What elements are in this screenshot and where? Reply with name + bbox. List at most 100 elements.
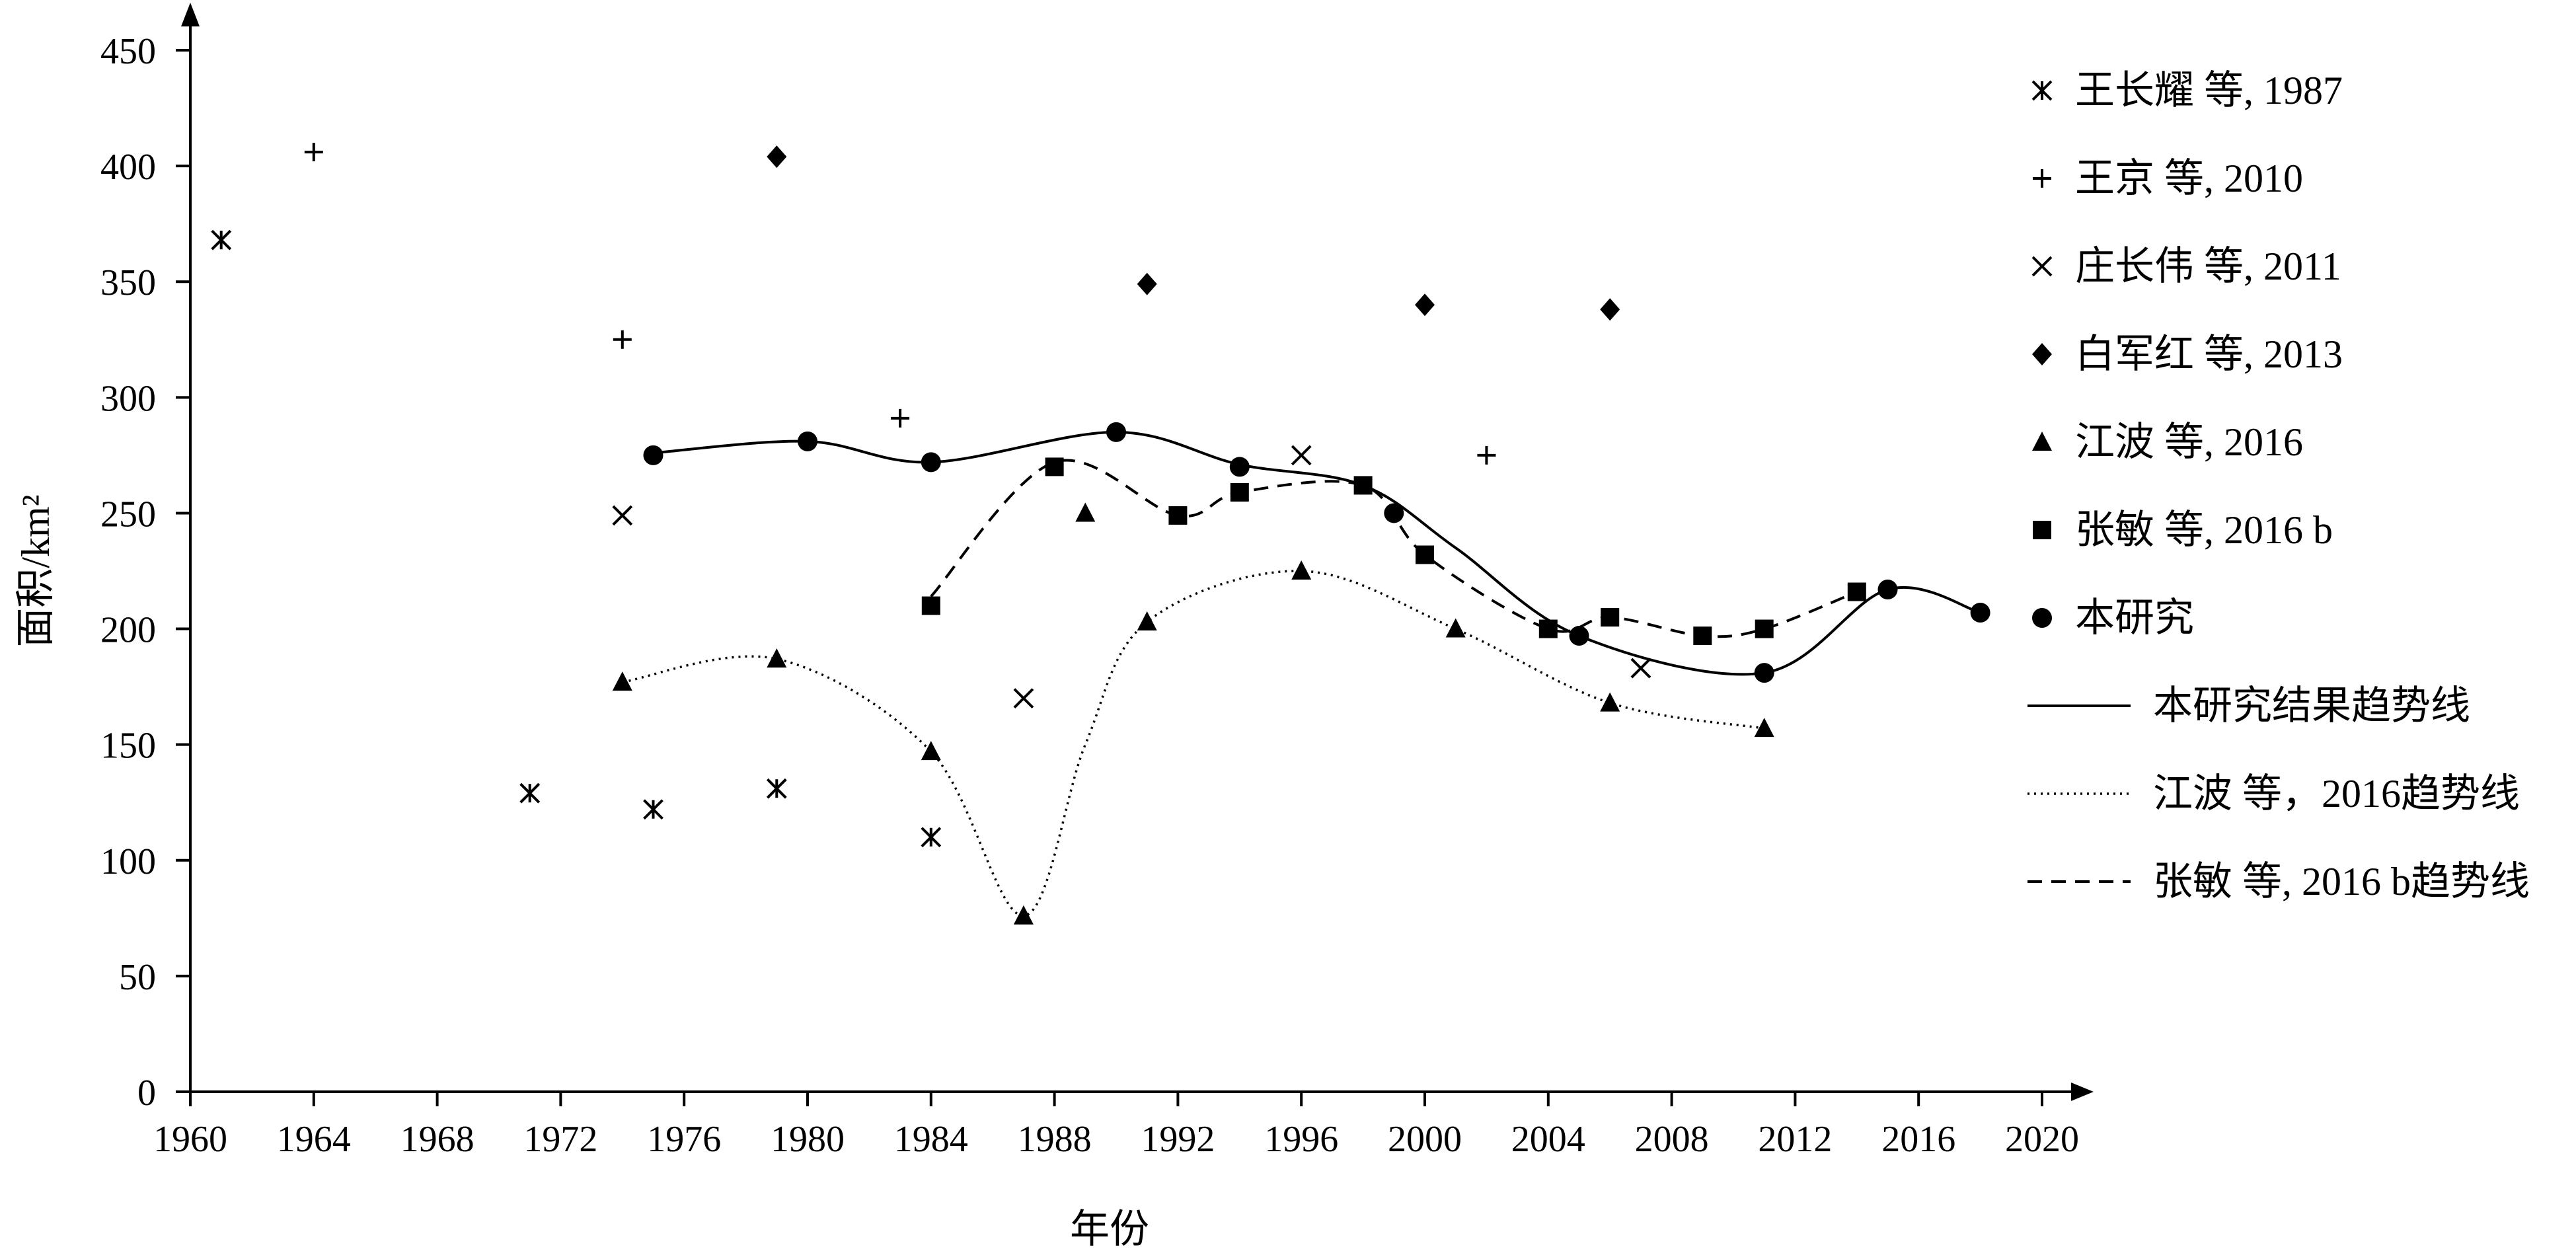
zhangmin-point (1168, 506, 1188, 525)
jiangbo-point (1291, 560, 1312, 580)
this-study-point (798, 431, 817, 451)
jiangbo-point (1600, 692, 1620, 712)
zhangmin-point (1755, 619, 1774, 638)
x-tick-label: 1992 (1141, 1119, 1215, 1160)
legend-marker-zhuangchangwei (2031, 256, 2053, 277)
x-tick-label: 2000 (1388, 1119, 1462, 1160)
this-study-point (921, 452, 941, 473)
jiangbo-point (1754, 718, 1774, 738)
wangchangyao-point (519, 782, 541, 804)
this-study-point (1754, 663, 1774, 683)
zhangmin-point (921, 596, 940, 615)
wangchangyao-point (766, 778, 787, 799)
axes: 1960 1964 1968 1972 1976 1980 1984 1988 1992 1996… (14, 3, 2094, 1251)
x-axis-arrow (2071, 1083, 2094, 1101)
zhangmin-point (1847, 582, 1866, 601)
study-trendline (653, 430, 1981, 676)
x-axis-title: 年份 (1070, 1207, 1149, 1251)
y-axis-title: 面积/km² (14, 494, 57, 647)
zhangmin-point (1045, 457, 1064, 476)
jiangbo-point (767, 648, 787, 668)
this-study-point (643, 445, 663, 465)
x-tick-label: 2016 (1881, 1119, 1955, 1160)
legend-label-jiangbo: 江波 等, 2016 (2075, 420, 2303, 464)
legend-label-this-study: 本研究 (2075, 596, 2194, 640)
wangchangyao-point (921, 827, 942, 848)
wangjing-point (1477, 445, 1496, 465)
wangjing-point (891, 408, 910, 428)
y-tick-label: 400 (100, 147, 156, 188)
jiangbo-trendline (622, 570, 1764, 917)
zhuangchangwei-point (1013, 688, 1034, 709)
wangchangyao-point (211, 229, 232, 250)
legend-label-jiangbo-trendline: 江波 等，2016趋势线 (2153, 772, 2520, 816)
baijunhong-point (767, 145, 787, 169)
legend-marker-baijunhong (2032, 343, 2052, 365)
zhangmin-point (1416, 545, 1434, 564)
wangjing-point (613, 330, 632, 349)
y-axis-arrow (181, 3, 200, 26)
wangchangyao-point (643, 799, 663, 820)
legend-label-wangjing: 王京 等, 2010 (2075, 157, 2303, 200)
legend-label-study-trendline: 本研究结果趋势线 (2153, 684, 2470, 728)
legend-label-zhangmin: 张敏 等, 2016 b (2075, 508, 2333, 552)
legend-label-zhuangchangwei: 庄长伟 等, 2011 (2075, 245, 2341, 288)
x-tick-label: 1976 (647, 1119, 721, 1160)
legend-label-baijunhong: 白军红 等, 2013 (2075, 332, 2343, 376)
zhangmin-point (1601, 608, 1620, 627)
x-tick-label: 1968 (400, 1119, 474, 1160)
zhangmin-point (1353, 476, 1373, 495)
y-tick-label: 250 (100, 494, 156, 535)
x-tick-label: 1988 (1018, 1119, 1092, 1160)
this-study-point (1106, 422, 1126, 442)
x-tick-label: 2004 (1511, 1119, 1585, 1160)
x-tick-label: 2008 (1635, 1119, 1709, 1160)
y-tick-label: 300 (100, 378, 156, 419)
y-tick-label: 450 (100, 31, 156, 72)
this-study-point (1229, 457, 1250, 477)
legend-label-zhangmin-trendline: 张敏 等, 2016 b趋势线 (2153, 860, 2530, 903)
data-points (211, 143, 1990, 925)
x-tick-label: 1996 (1264, 1119, 1338, 1160)
baijunhong-point (1137, 272, 1157, 295)
legend-marker-jiangbo (2032, 432, 2052, 451)
y-tick-label: 350 (100, 262, 156, 303)
zhangmin-point (1230, 482, 1249, 502)
x-tick-label: 2020 (2005, 1119, 2079, 1160)
x-tick-label: 2012 (1758, 1119, 1832, 1160)
legend-marker-this-study (2032, 608, 2052, 628)
baijunhong-point (1600, 298, 1620, 321)
wangjing-point (304, 143, 323, 162)
x-tick-label: 1960 (153, 1119, 227, 1160)
x-tick-label: 1980 (771, 1119, 845, 1160)
y-tick-label: 0 (137, 1073, 156, 1114)
x-tick-label: 1972 (523, 1119, 597, 1160)
this-study-point (1384, 503, 1404, 523)
jiangbo-point (1445, 618, 1466, 638)
jiangbo-point (1075, 502, 1096, 522)
this-study-point (1877, 580, 1898, 600)
jiangbo-point (1013, 905, 1034, 925)
x-tick-label: 1984 (894, 1119, 968, 1160)
zhangmin-trendline (930, 459, 1858, 638)
y-tick-label: 200 (100, 610, 156, 651)
this-study-point (1970, 603, 1990, 623)
trendlines (622, 430, 1981, 917)
legend-marker-zhangmin (2033, 521, 2051, 539)
legend-label-wangchangyao: 王长耀 等, 1987 (2075, 69, 2343, 112)
baijunhong-point (1415, 293, 1435, 317)
this-study-point (1569, 626, 1589, 646)
jiangbo-point (921, 741, 941, 761)
legend: 王长耀 等, 1987 王京 等, 2010 庄长伟 等, 2011 白军红 等, 2… (2027, 69, 2530, 903)
zhangmin-point (1693, 627, 1712, 646)
jiangbo-point (612, 671, 632, 691)
zhuangchangwei-point (1630, 658, 1651, 679)
x-tick-label: 1964 (277, 1119, 351, 1160)
zhangmin-point (1538, 619, 1558, 638)
y-tick-label: 100 (100, 841, 156, 882)
legend-marker-wangchangyao (2031, 80, 2053, 101)
zhuangchangwei-point (1291, 445, 1312, 466)
zhuangchangwei-point (612, 505, 633, 526)
legend-marker-wangjing (2033, 169, 2051, 188)
